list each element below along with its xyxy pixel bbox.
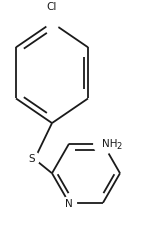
Text: Cl: Cl [47,2,57,12]
Text: N: N [65,198,73,208]
Text: S: S [28,154,35,164]
Text: 2: 2 [117,142,122,150]
Text: NH: NH [102,138,117,148]
